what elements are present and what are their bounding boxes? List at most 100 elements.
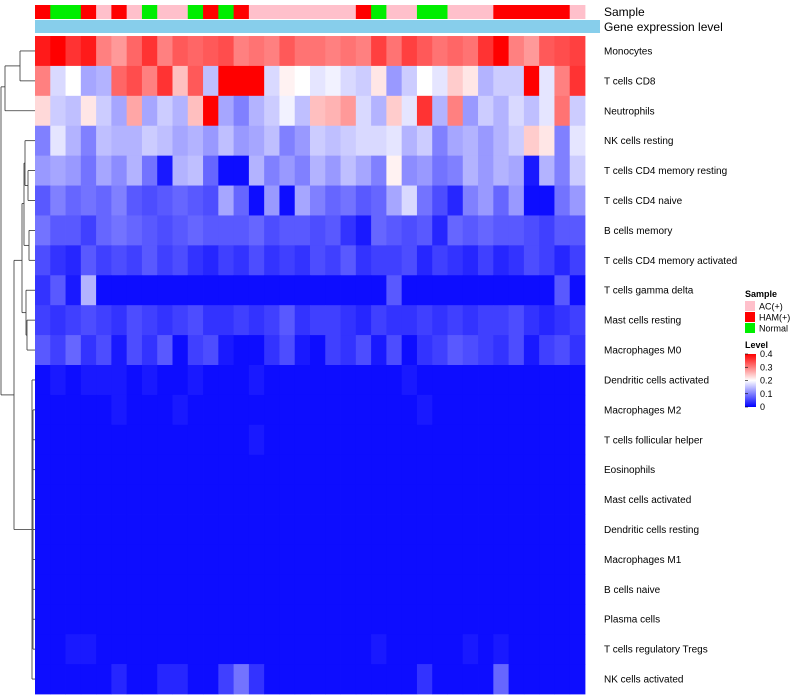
heatmap-cell xyxy=(325,604,341,635)
heatmap-cell xyxy=(371,514,387,545)
heatmap-cell xyxy=(416,604,433,635)
heatmap-cell xyxy=(447,335,464,366)
heatmap-cell xyxy=(80,275,97,306)
heatmap-cell xyxy=(80,305,97,336)
heatmap-cell xyxy=(554,604,571,635)
heatmap-cell xyxy=(80,454,97,486)
heatmap-cell xyxy=(462,484,479,515)
sample-cell-ham xyxy=(203,5,219,19)
heatmap-cell xyxy=(111,275,128,306)
heatmap-cell xyxy=(447,664,464,695)
heatmap-cell xyxy=(203,36,219,67)
heatmap-cell xyxy=(279,305,296,336)
heatmap-cell xyxy=(80,574,97,605)
heatmap-cell xyxy=(371,215,387,246)
heatmap-cell xyxy=(203,125,219,157)
sample-annotation-track xyxy=(35,5,586,19)
heatmap-cell xyxy=(203,604,219,635)
heatmap-cell xyxy=(401,514,418,545)
sample-cell-ac xyxy=(310,5,326,19)
heatmap-cell xyxy=(355,155,372,186)
heatmap-cell xyxy=(462,185,479,216)
heatmap-cell xyxy=(386,634,403,665)
heatmap-cell xyxy=(187,155,204,186)
heatmap-cell xyxy=(569,305,586,336)
heatmap-cell xyxy=(325,424,341,456)
heatmap-cell xyxy=(371,155,387,186)
heatmap-cell xyxy=(432,365,448,396)
heatmap-cell xyxy=(462,634,479,665)
heatmap-cell xyxy=(508,634,525,665)
heatmap-cell xyxy=(554,574,571,605)
heatmap-cell xyxy=(157,305,173,336)
heatmap-cell xyxy=(80,634,97,665)
heatmap-cell xyxy=(508,544,525,575)
heatmap-cell xyxy=(248,394,265,426)
heatmap-cell xyxy=(539,95,555,127)
heatmap-cell xyxy=(172,544,189,575)
heatmap-cell xyxy=(462,424,479,456)
heatmap-cell xyxy=(310,155,326,186)
heatmap-cell xyxy=(355,305,372,336)
heatmap-cell xyxy=(539,65,555,97)
heatmap-cell xyxy=(233,125,250,157)
heatmap-cell xyxy=(310,95,326,127)
heatmap-cell xyxy=(187,424,204,456)
heatmap-cell xyxy=(233,95,250,127)
heatmap-cell xyxy=(371,365,387,396)
heatmap-cell xyxy=(233,65,250,97)
heatmap-cell xyxy=(371,95,387,127)
heatmap-cell xyxy=(65,275,82,306)
heatmap-cell xyxy=(187,664,204,695)
heatmap-cell xyxy=(386,65,403,97)
heatmap-cell xyxy=(248,424,265,456)
row-label-nk-cells-activated: NK cells activated xyxy=(604,675,683,686)
heatmap-cell xyxy=(462,65,479,97)
heatmap-cell xyxy=(325,95,341,127)
heatmap-cell xyxy=(218,454,235,486)
heatmap-cell xyxy=(218,125,235,157)
heatmap-cell xyxy=(386,95,403,127)
row-label-dendritic-cells-resting: Dendritic cells resting xyxy=(604,525,699,536)
row-label-neutrophils: Neutrophils xyxy=(604,106,655,117)
heatmap-cell xyxy=(126,95,143,127)
heatmap-cell xyxy=(80,185,97,216)
heatmap-cell xyxy=(355,125,372,157)
heatmap-cell xyxy=(539,335,555,366)
sample-cell-ac xyxy=(96,5,112,19)
heatmap-cell xyxy=(96,275,112,306)
heatmap-cell xyxy=(141,155,158,186)
heatmap-cell xyxy=(141,36,158,67)
heatmap-cell xyxy=(554,275,571,306)
heatmap-cell xyxy=(554,664,571,695)
heatmap-cell xyxy=(218,155,235,186)
heatmap-cell xyxy=(50,245,66,276)
heatmap-cell xyxy=(447,484,464,515)
heatmap-cell xyxy=(187,335,204,366)
heatmap-cell xyxy=(325,65,341,97)
heatmap-cell xyxy=(233,155,250,186)
heatmap-cell xyxy=(447,125,464,157)
heatmap-cell xyxy=(539,215,555,246)
heatmap-cell xyxy=(447,365,464,396)
heatmap-cell xyxy=(248,544,265,575)
heatmap-cell xyxy=(65,424,82,456)
heatmap-cell xyxy=(172,65,189,97)
heatmap-cell xyxy=(569,514,586,545)
heatmap-cell xyxy=(218,365,235,396)
heatmap-cell xyxy=(462,215,479,246)
heatmap-cell xyxy=(523,95,540,127)
heatmap-cell xyxy=(401,65,418,97)
heatmap-cell xyxy=(294,574,311,605)
heatmap-cell xyxy=(340,125,357,157)
heatmap-cell xyxy=(279,245,296,276)
row-label-monocytes: Monocytes xyxy=(604,46,652,57)
heatmap-cell xyxy=(355,215,372,246)
heatmap-cell xyxy=(294,155,311,186)
heatmap-cell xyxy=(218,36,235,67)
heatmap-cell xyxy=(111,514,128,545)
heatmap-cell xyxy=(35,185,51,216)
heatmap-cell xyxy=(401,574,418,605)
heatmap-cell xyxy=(172,125,189,157)
heatmap-cell xyxy=(248,95,265,127)
